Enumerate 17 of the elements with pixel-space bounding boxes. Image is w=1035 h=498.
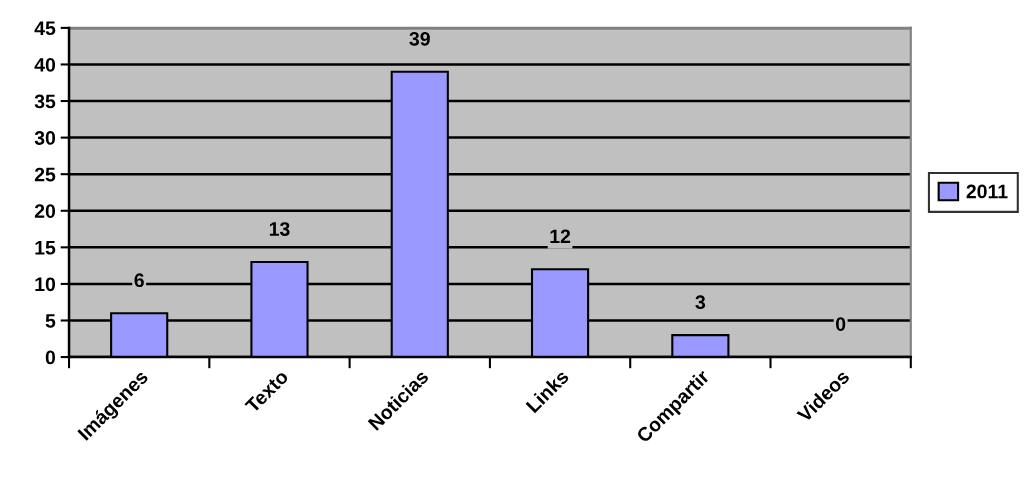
data-label: 39: [409, 31, 430, 46]
legend-label: 2011: [966, 184, 1008, 199]
y-tick-label: 5: [45, 314, 56, 328]
y-tick-label: 10: [35, 277, 56, 292]
y-tick-label: 25: [34, 167, 56, 182]
y-tick-label: 45: [34, 21, 56, 36]
y-tick-label: 40: [34, 57, 56, 72]
data-label: 12: [550, 229, 571, 244]
y-tick-label: 30: [34, 131, 56, 145]
data-label: 0: [836, 317, 846, 331]
data-label: 13: [269, 222, 290, 236]
y-tick-label: 15: [35, 241, 56, 255]
data-label: 3: [695, 295, 706, 310]
y-tick-label: 35: [34, 94, 56, 109]
data-label: 6: [134, 273, 144, 288]
y-tick-label: 0: [45, 350, 56, 365]
y-tick-label: 20: [34, 204, 56, 218]
